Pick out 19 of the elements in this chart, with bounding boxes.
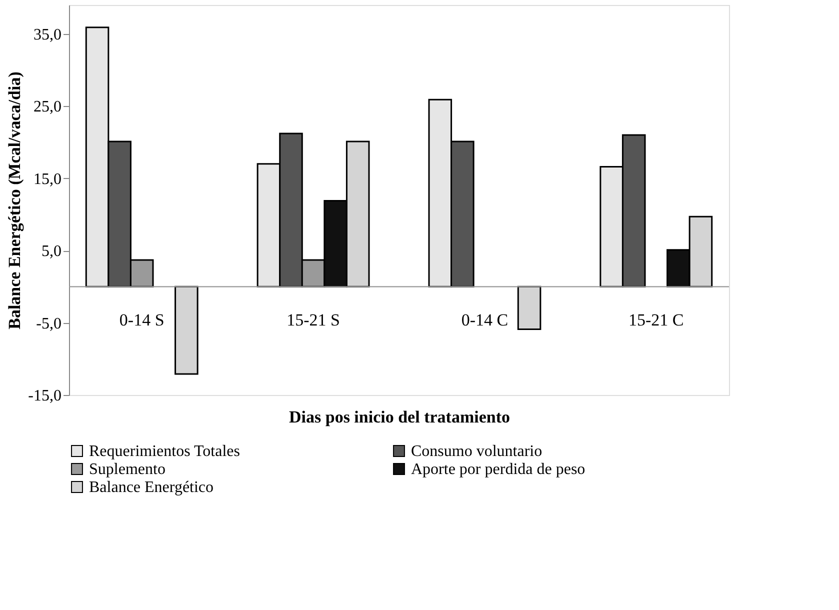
- legend-label: Consumo voluntario: [411, 443, 542, 460]
- y-tick-label: 5,0: [42, 243, 62, 260]
- y-tick-label: 15,0: [34, 170, 62, 188]
- x-tick-label: 0-14 S: [119, 310, 164, 330]
- y-tick-label: -15,0: [28, 388, 62, 404]
- legend-label: Suplemento: [89, 461, 166, 478]
- x-tick-label: 15-21 S: [286, 310, 340, 330]
- x-tick-label: 0-14 C: [461, 310, 508, 330]
- legend-label: Balance Energético: [89, 479, 214, 496]
- legend-label: Requerimientos Totales: [89, 443, 240, 460]
- y-axis-title: Balance Energético (Mcal/vaca/dia): [5, 72, 24, 330]
- x-tick-label: 15-21 C: [628, 310, 684, 330]
- y-tick-label: 35,0: [34, 26, 62, 44]
- y-tick-label: -5,0: [36, 315, 62, 332]
- y-tick-label: 25,0: [34, 98, 62, 116]
- bar: [517, 286, 542, 330]
- bar: [174, 286, 198, 375]
- x-axis-title: Dias pos inicio del tratamiento: [289, 408, 510, 426]
- legend-label: Aporte por perdida de peso: [411, 461, 586, 478]
